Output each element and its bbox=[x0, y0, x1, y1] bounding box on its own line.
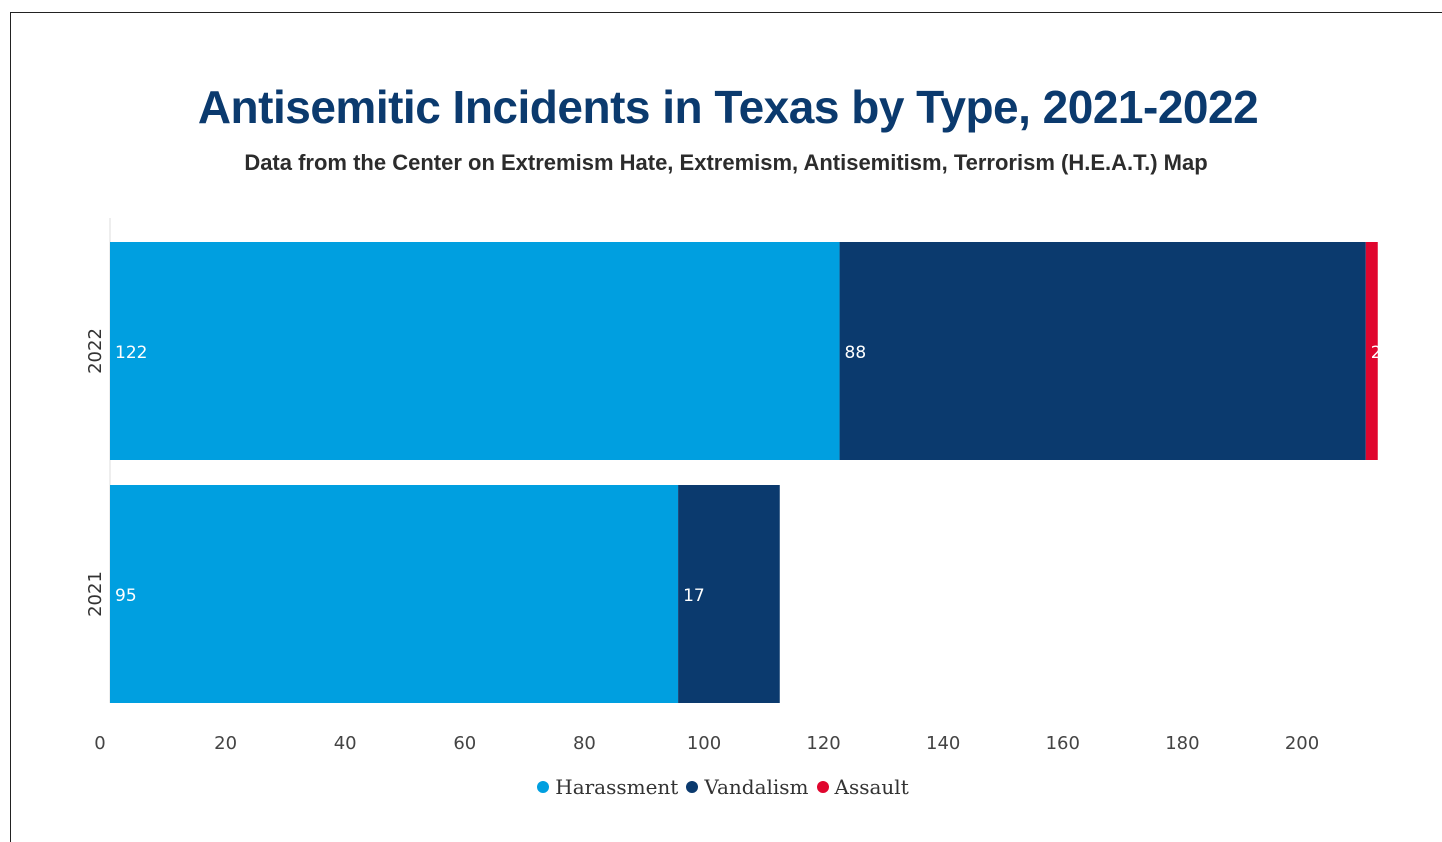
legend: Harassment Vandalism Assault bbox=[0, 775, 1442, 799]
chart-subtitle: Data from the Center on Extremism Hate, … bbox=[244, 150, 1208, 175]
data-label-2021-vandalism: 17 bbox=[683, 586, 705, 606]
x-tick-20: 20 bbox=[214, 733, 237, 754]
data-label-2022-vandalism: 88 bbox=[845, 343, 867, 363]
x-tick-0: 0 bbox=[94, 733, 105, 754]
bar-2022-harassment bbox=[110, 242, 840, 460]
x-tick-140: 140 bbox=[926, 733, 960, 754]
bar-2021-harassment bbox=[110, 485, 679, 703]
x-tick-160: 160 bbox=[1046, 733, 1080, 754]
x-axis-ticks-layer: 0 20 40 60 80 100 120 140 160 180 200 bbox=[94, 733, 1319, 754]
legend-item-harassment[interactable]: Harassment bbox=[537, 775, 678, 799]
legend-item-vandalism[interactable]: Vandalism bbox=[686, 775, 809, 799]
legend-dot-assault bbox=[816, 781, 829, 793]
bar-2022-assault bbox=[1365, 242, 1378, 460]
legend-label-assault: Assault bbox=[834, 775, 909, 799]
data-label-2022-harassment: 122 bbox=[115, 343, 147, 363]
chart-frame bbox=[10, 12, 1442, 842]
legend-label-vandalism: Vandalism bbox=[704, 775, 809, 799]
legend-dot-harassment bbox=[537, 781, 550, 793]
bar-chart: 122 88 2 95 17 2022 2021 0 20 40 60 80 100 120 140 16… bbox=[85, 218, 1382, 754]
bar-2021-vandalism bbox=[678, 485, 780, 703]
x-tick-60: 60 bbox=[453, 733, 476, 754]
x-tick-120: 120 bbox=[806, 733, 840, 754]
category-labels-layer: 2022 2021 bbox=[85, 328, 106, 617]
data-label-2022-assault: 2 bbox=[1371, 343, 1382, 363]
legend-item-assault[interactable]: Assault bbox=[816, 775, 909, 799]
x-tick-80: 80 bbox=[573, 733, 596, 754]
data-labels-layer: 122 88 2 95 17 bbox=[115, 343, 1382, 606]
category-label-2021: 2021 bbox=[85, 571, 106, 617]
chart-title: Antisemitic Incidents in Texas by Type, … bbox=[197, 81, 1259, 133]
x-tick-100: 100 bbox=[687, 733, 721, 754]
x-tick-180: 180 bbox=[1165, 733, 1199, 754]
legend-dot-vandalism bbox=[686, 781, 699, 793]
bar-2022-vandalism bbox=[839, 242, 1366, 460]
category-label-2022: 2022 bbox=[85, 328, 106, 374]
x-tick-40: 40 bbox=[334, 733, 357, 754]
x-tick-200: 200 bbox=[1285, 733, 1319, 754]
legend-label-harassment: Harassment bbox=[555, 775, 679, 799]
bars-layer bbox=[110, 242, 1378, 703]
data-label-2021-harassment: 95 bbox=[115, 586, 137, 606]
